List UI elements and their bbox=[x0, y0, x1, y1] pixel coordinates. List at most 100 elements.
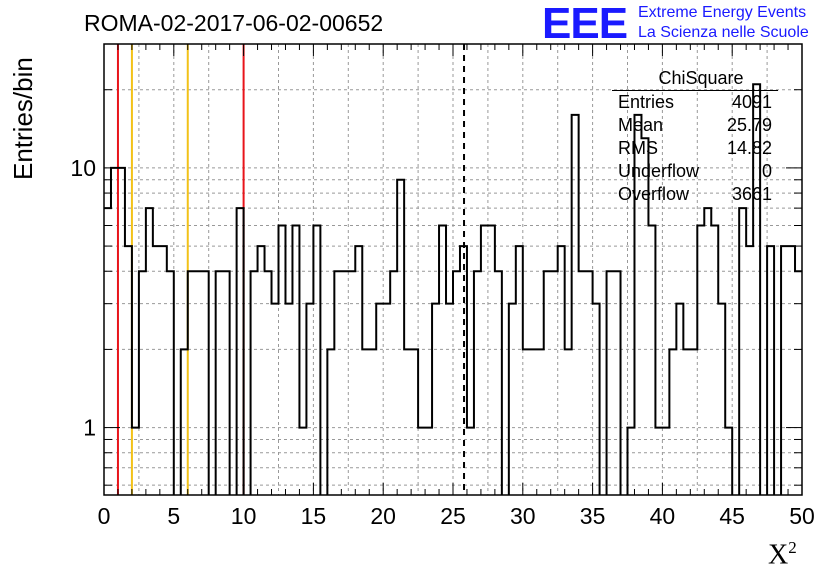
histogram-bin bbox=[628, 428, 635, 495]
histogram-bin bbox=[607, 271, 614, 495]
stats-row: Entries 4091 bbox=[612, 91, 778, 114]
histogram-bin bbox=[488, 226, 495, 495]
plot-title: ROMA-02-2017-06-02-00652 bbox=[84, 10, 384, 36]
x-tick-label: 45 bbox=[719, 503, 745, 529]
histogram-bin bbox=[718, 304, 725, 495]
histogram-bin bbox=[404, 349, 411, 495]
histogram-bin bbox=[551, 271, 558, 495]
histogram-bin bbox=[418, 428, 425, 495]
histogram-bin bbox=[327, 349, 334, 495]
histogram-bin bbox=[725, 428, 732, 495]
histogram-bin bbox=[439, 226, 446, 495]
histogram-bin bbox=[348, 271, 355, 495]
histogram-bin bbox=[655, 428, 662, 495]
histogram-bin bbox=[432, 304, 439, 495]
histogram-bin bbox=[132, 428, 139, 495]
histogram-bin bbox=[313, 226, 320, 495]
stats-label: RMS bbox=[618, 138, 658, 158]
histogram-bin bbox=[411, 349, 418, 495]
histogram-bin bbox=[781, 246, 788, 495]
axis-layer: 0 5 10 15 20 25 30 35 40 45 50 1 10 bbox=[70, 43, 815, 529]
histogram-bin bbox=[495, 271, 502, 495]
stats-value: 25.79 bbox=[726, 115, 772, 135]
stats-box: ChiSquare Entries 4091 Mean 25.79 RMS 14… bbox=[612, 66, 778, 206]
histogram-bin bbox=[125, 246, 132, 495]
histogram-bin bbox=[704, 208, 711, 495]
x-tick-label: 5 bbox=[167, 503, 180, 529]
y-axis-label: Entries/bin bbox=[8, 57, 38, 180]
histogram-bin bbox=[341, 271, 348, 495]
histogram-bin bbox=[614, 271, 621, 495]
histogram-bin bbox=[167, 271, 174, 495]
histogram-bin bbox=[648, 226, 655, 495]
histogram-bin bbox=[285, 304, 292, 495]
histogram-bin bbox=[369, 349, 376, 495]
histogram-bin bbox=[586, 271, 593, 495]
histogram-bin bbox=[118, 168, 125, 495]
histogram-bin bbox=[292, 226, 299, 495]
stats-value: 14.82 bbox=[726, 138, 772, 158]
histogram-layer bbox=[104, 83, 802, 495]
x-tick-label: 35 bbox=[580, 503, 606, 529]
histogram-bin bbox=[383, 304, 390, 495]
histogram-bin bbox=[795, 271, 802, 495]
histogram-outline bbox=[104, 83, 802, 495]
histogram-bin bbox=[788, 246, 795, 495]
histogram-bin bbox=[690, 349, 697, 495]
histogram-bin bbox=[299, 428, 306, 495]
histogram-bin bbox=[362, 349, 369, 495]
histogram-bin bbox=[746, 246, 753, 495]
histogram-bin bbox=[683, 349, 690, 495]
histogram-bin bbox=[711, 226, 718, 495]
histogram-bin bbox=[111, 168, 118, 495]
histogram-bin bbox=[104, 208, 111, 495]
histogram-bin bbox=[509, 304, 516, 495]
histogram-bin bbox=[188, 271, 195, 495]
stats-label: Mean bbox=[618, 115, 664, 135]
stats-label: Entries bbox=[618, 92, 675, 112]
histogram-bin bbox=[425, 428, 432, 495]
histogram-bin bbox=[537, 349, 544, 495]
histogram-bin bbox=[579, 271, 586, 495]
x-tick-label: 25 bbox=[440, 503, 466, 529]
x-tick-label: 30 bbox=[510, 503, 536, 529]
histogram-bin bbox=[258, 246, 265, 495]
logo-caption-line2: La Scienza nelle Scuole bbox=[638, 24, 809, 41]
histogram-bin bbox=[474, 271, 481, 495]
histogram-bin bbox=[195, 271, 202, 495]
histogram-bin bbox=[697, 226, 704, 495]
histogram-bin bbox=[662, 428, 669, 495]
histogram-bin bbox=[279, 226, 286, 495]
histogram-bin bbox=[334, 271, 341, 495]
logo-caption-line1: Extreme Energy Events bbox=[638, 4, 807, 21]
histogram-bin bbox=[376, 304, 383, 495]
histogram-bin bbox=[306, 304, 313, 495]
x-tick-label: 15 bbox=[301, 503, 327, 529]
histogram-bin bbox=[272, 304, 279, 495]
stats-row: Mean 25.79 bbox=[612, 114, 778, 137]
histogram-bin bbox=[523, 349, 530, 495]
histogram-bin bbox=[139, 271, 146, 495]
x-tick-label: 0 bbox=[98, 503, 111, 529]
histogram-bin bbox=[453, 271, 460, 495]
histogram-bin bbox=[153, 246, 160, 495]
histogram-bin bbox=[593, 304, 600, 495]
stats-row: Underflow 0 bbox=[612, 160, 778, 183]
histogram-bin bbox=[544, 271, 551, 495]
histogram-bin bbox=[160, 246, 167, 495]
x-axis-label: X2 bbox=[768, 538, 797, 571]
x-tick-label: 20 bbox=[370, 503, 396, 529]
histogram-bin bbox=[251, 271, 258, 495]
stats-value: 0 bbox=[761, 161, 772, 181]
histogram-bin bbox=[181, 349, 188, 495]
histogram-bin bbox=[216, 271, 223, 495]
y-tick-label: 1 bbox=[83, 415, 96, 441]
stats-value: 3661 bbox=[731, 184, 772, 204]
histogram-bin bbox=[397, 180, 404, 495]
x-tick-label: 40 bbox=[650, 503, 676, 529]
histogram-bin bbox=[481, 226, 488, 495]
stats-label: Overflow bbox=[618, 184, 690, 204]
histogram-bin bbox=[390, 271, 397, 495]
histogram-bin bbox=[739, 208, 746, 495]
